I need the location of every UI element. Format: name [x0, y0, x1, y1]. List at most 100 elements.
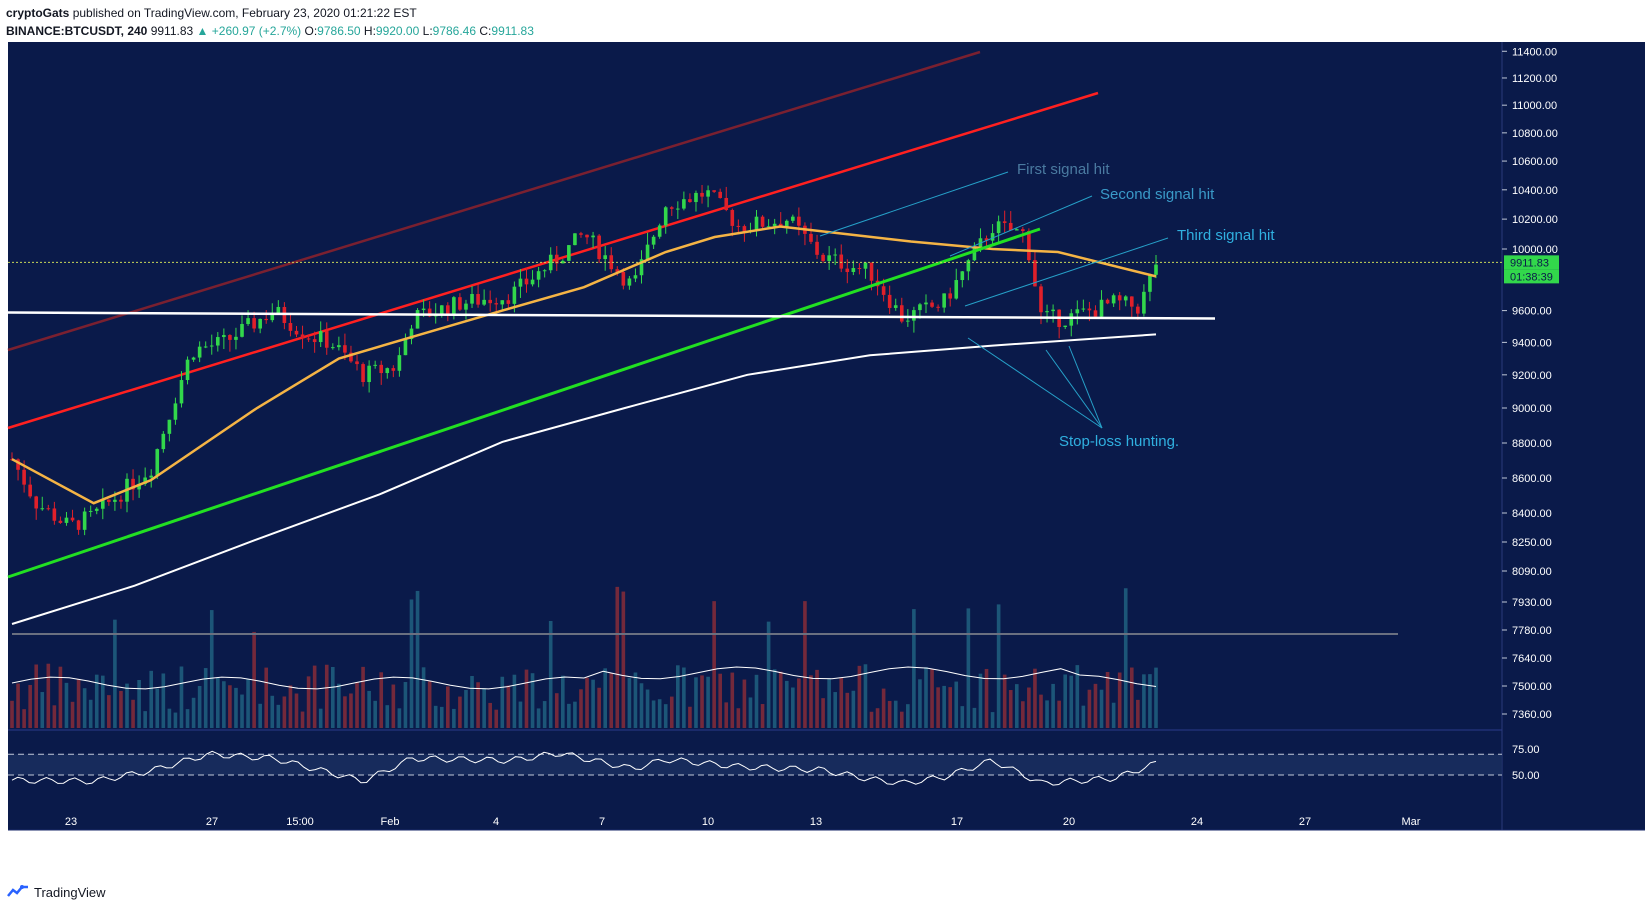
chart-header: cryptoGats published on TradingView.com,…: [6, 4, 534, 40]
volume-bar: [506, 685, 511, 728]
author-name[interactable]: cryptoGats: [6, 6, 70, 20]
candle-body: [1014, 229, 1019, 231]
candle-body: [930, 302, 934, 307]
candle-body: [476, 294, 480, 305]
volume-bar: [1057, 700, 1061, 728]
volume-bar: [766, 621, 771, 728]
candle-body: [131, 478, 135, 490]
candle-body: [1075, 309, 1080, 314]
volume-bar: [639, 683, 644, 728]
symbol-label[interactable]: BINANCE:BTCUSDT, 240: [6, 24, 148, 38]
candle-body: [700, 192, 704, 197]
volume-bar: [863, 664, 868, 728]
volume-bar: [415, 590, 420, 728]
candle-body: [349, 352, 353, 362]
last-price-label: 9911.83: [1510, 257, 1549, 269]
volume-bar: [433, 705, 438, 728]
volume-bar: [760, 704, 765, 728]
candle-body: [191, 357, 196, 360]
price-tick-label: 10200.00: [1512, 214, 1558, 226]
candle-body: [506, 300, 511, 304]
time-tick-label: Feb: [381, 816, 400, 828]
volume-bar: [603, 668, 607, 728]
close-label: C:: [479, 24, 492, 38]
volume-bar: [234, 687, 238, 728]
candle-body: [1051, 309, 1055, 312]
volume-bar: [22, 709, 26, 728]
price-tick-label: 7640.00: [1512, 653, 1552, 665]
volume-bar: [28, 684, 32, 728]
volume-bar: [349, 693, 353, 728]
candle-body: [567, 245, 571, 261]
candle-body: [215, 337, 220, 346]
volume-bar: [912, 609, 916, 728]
candle-body: [100, 499, 105, 509]
volume-bar: [337, 683, 341, 728]
open-value: 9786.50: [317, 24, 361, 38]
candle-body: [294, 330, 299, 335]
candle-body: [167, 419, 172, 434]
time-axis: 23 27 15:00 Feb 4 7 10 13 17 20 24 27 Mar: [65, 816, 1421, 828]
candle-body: [415, 310, 420, 329]
candle-body: [984, 238, 989, 241]
volume-bar: [355, 682, 359, 728]
volume-bar: [373, 700, 377, 728]
volume-bar: [264, 667, 269, 728]
volume-bar: [573, 701, 577, 728]
candle-body: [288, 323, 293, 331]
volume-bar: [996, 604, 1001, 728]
volume-bar: [1136, 699, 1140, 728]
volume-bar: [324, 664, 329, 728]
volume-bar: [942, 685, 946, 728]
candle-body: [500, 300, 505, 305]
volume-bar: [458, 696, 462, 728]
volume-bar: [131, 699, 135, 728]
volume-bar: [318, 708, 323, 728]
price-tick-label: 10600.00: [1512, 156, 1558, 168]
volume-bar: [258, 703, 262, 728]
time-tick-label: 17: [951, 816, 963, 828]
volume-bar: [137, 679, 141, 728]
volume-bar: [167, 708, 172, 728]
candle-body: [88, 510, 93, 512]
candle-body: [397, 355, 402, 371]
candle-body: [1123, 296, 1128, 301]
price-chart[interactable]: First signal hit Second signal hit Third s…: [0, 0, 1645, 880]
candle-body: [403, 339, 408, 356]
candle-body: [161, 433, 166, 450]
volume-bar: [700, 675, 704, 728]
price-tick-label: 11200.00: [1512, 73, 1557, 85]
volume-bar: [651, 700, 656, 728]
volume-bar: [179, 666, 184, 728]
candle-body: [621, 271, 626, 286]
volume-bar: [609, 673, 614, 728]
volume-bar: [288, 685, 293, 728]
volume-bar: [990, 712, 995, 728]
volume-bar: [367, 690, 371, 728]
time-tick-label: 4: [493, 816, 499, 828]
volume-bar: [1002, 674, 1007, 728]
candle-body: [197, 346, 202, 358]
candle-body: [82, 511, 87, 530]
volume-bar: [857, 665, 862, 728]
volume-bar: [669, 696, 674, 728]
volume-bar: [209, 610, 214, 728]
candle-body: [627, 278, 632, 286]
price-tick-label: 9000.00: [1512, 403, 1552, 415]
candle-body: [1027, 230, 1031, 261]
volume-bar: [887, 700, 892, 728]
volume-bar: [827, 678, 831, 728]
volume-bar: [851, 690, 856, 728]
candle-body: [46, 508, 51, 510]
candle-body: [107, 499, 111, 502]
annotation-label: Stop-loss hunting.: [1059, 433, 1179, 450]
volume-bar: [899, 711, 904, 728]
close-value: 9911.83: [491, 24, 534, 38]
candle-body: [645, 244, 650, 260]
volume-bar: [100, 675, 105, 728]
candle-body: [712, 190, 716, 192]
volume-bar: [113, 619, 117, 728]
candle-body: [391, 368, 396, 371]
time-tick-label: 27: [206, 816, 218, 828]
tradingview-branding[interactable]: TradingView: [6, 884, 106, 900]
